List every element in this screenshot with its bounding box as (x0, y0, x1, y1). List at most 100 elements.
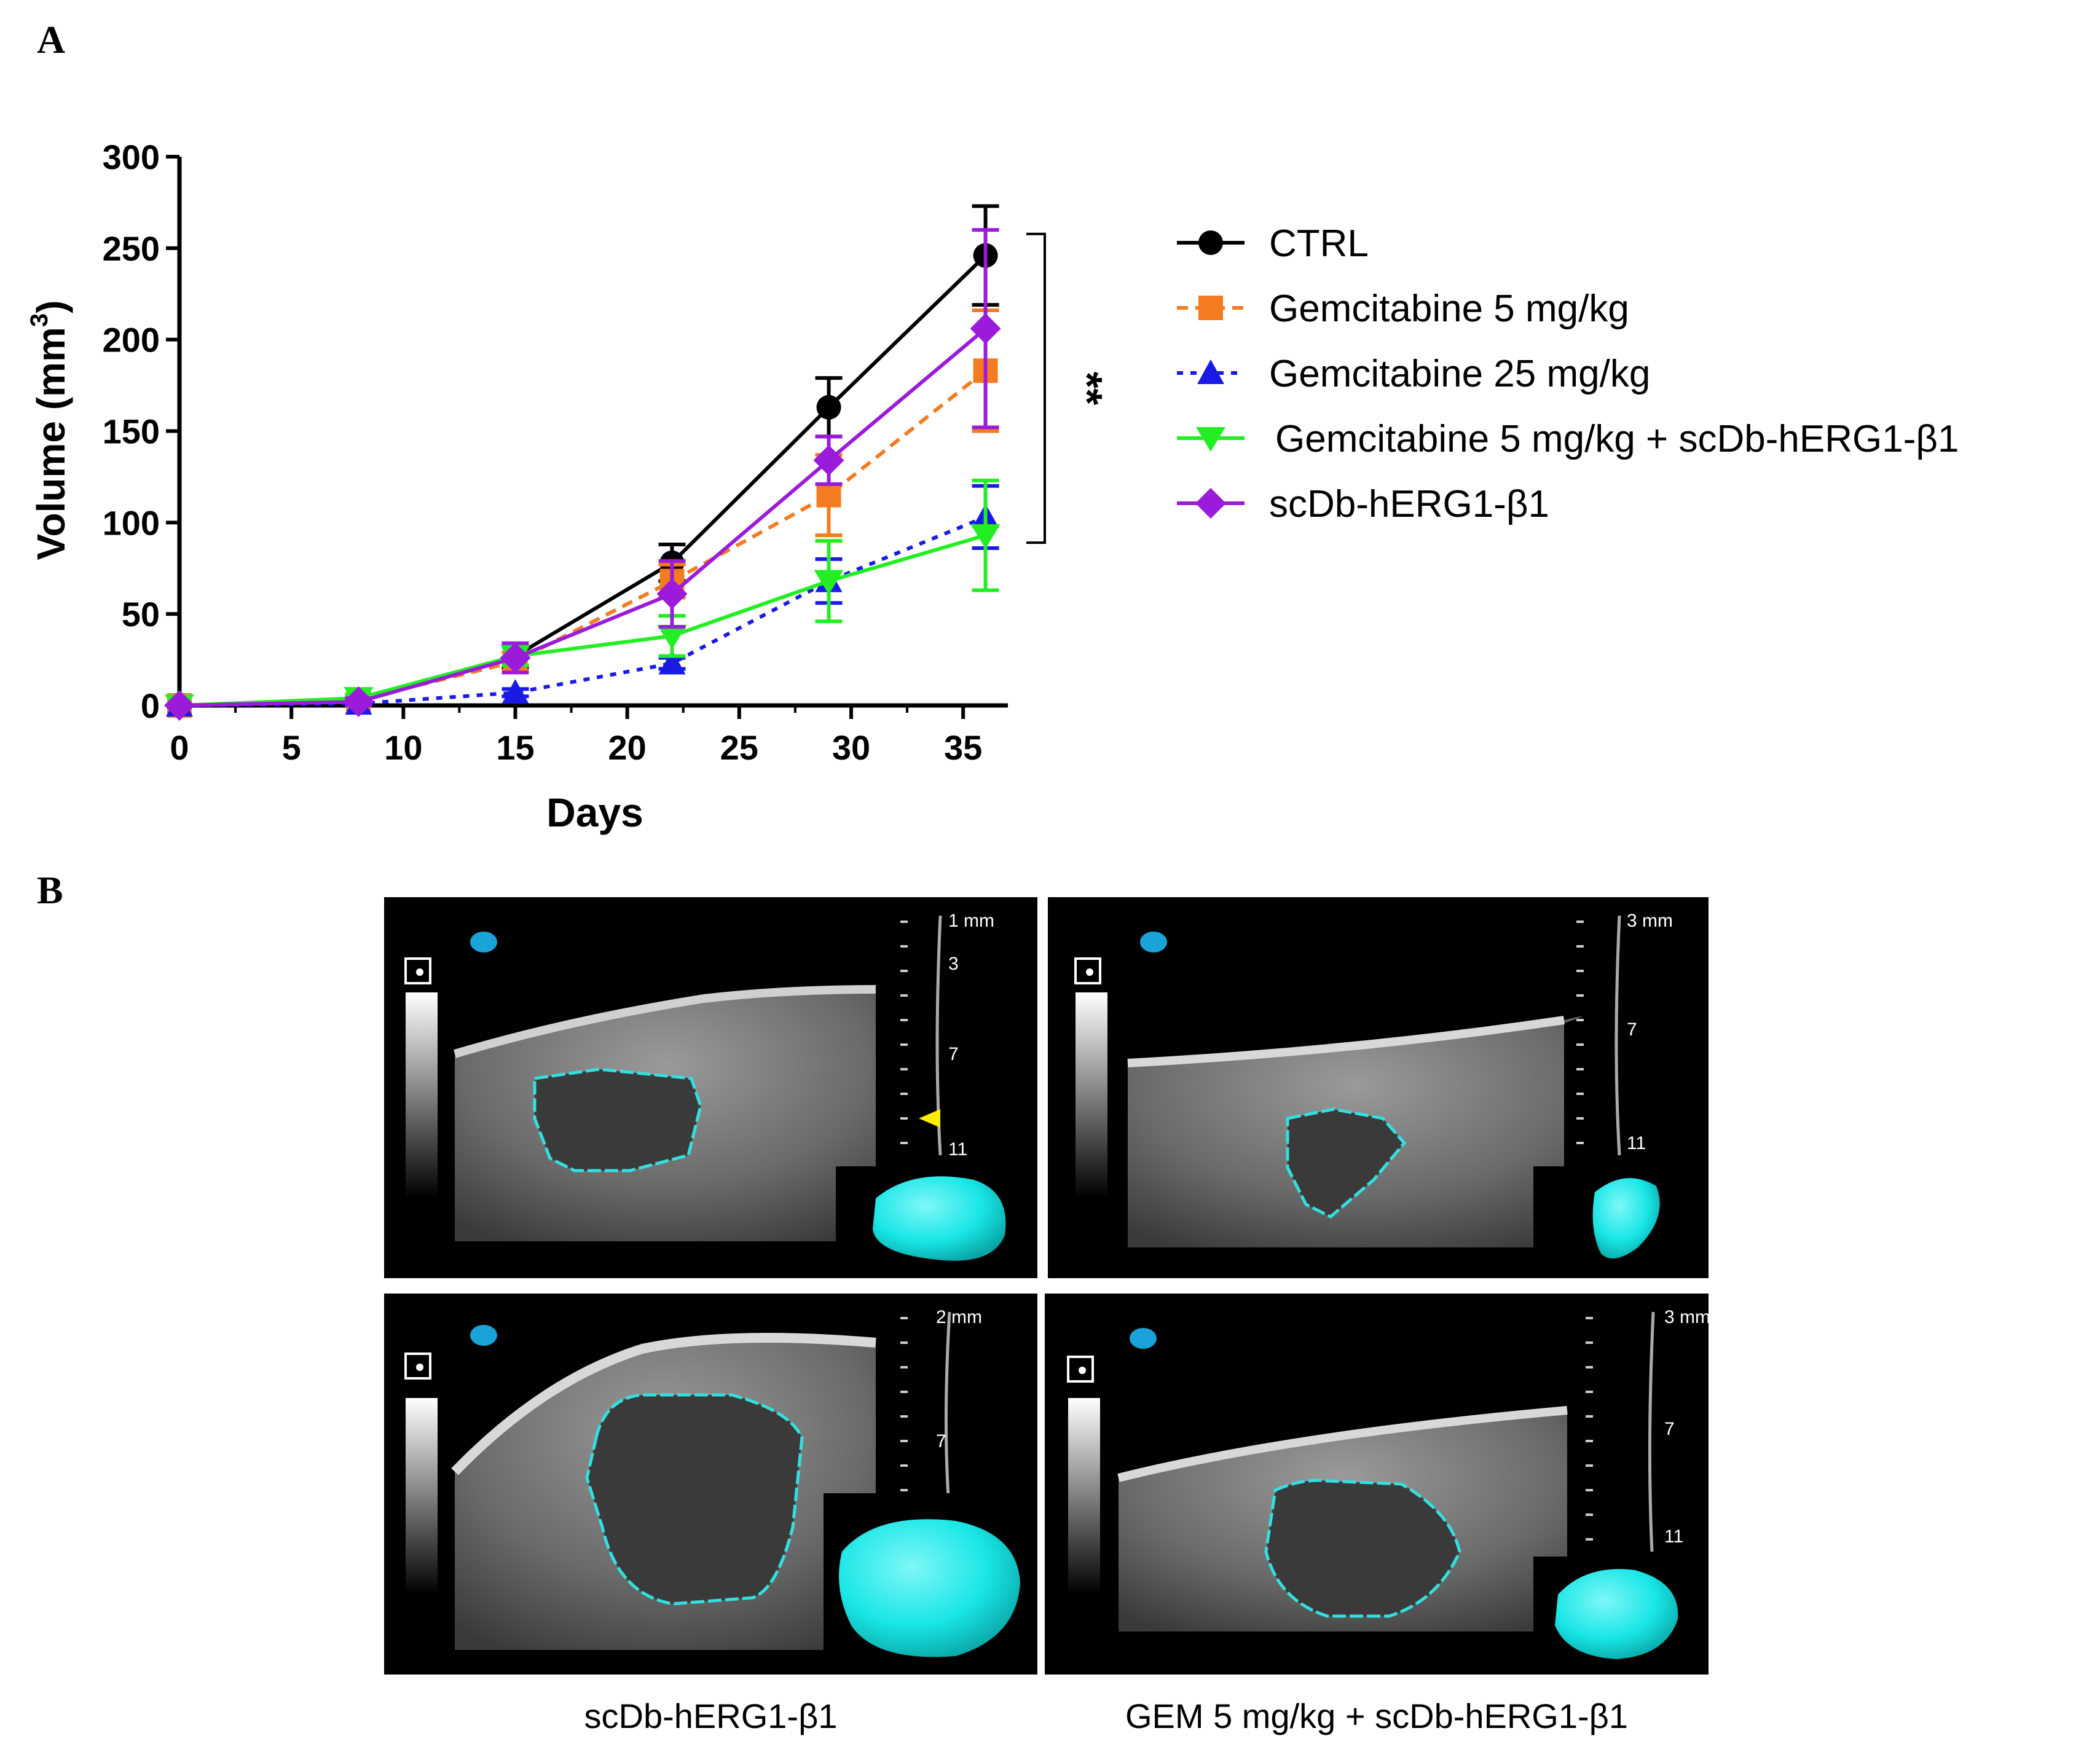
tumor-3d-model (1555, 1569, 1678, 1659)
x-tick-label: 10 (384, 728, 422, 767)
legend-label: Gemcitabine 25 mg/kg (1269, 353, 1650, 395)
grayscale-bar (406, 1398, 438, 1595)
significance-bracket (1026, 232, 1046, 544)
depth-label: 11 (1627, 1133, 1646, 1153)
grayscale-bar (1076, 992, 1107, 1198)
focus-marker-icon (919, 1109, 940, 1128)
tumor-3d-model (873, 1176, 1006, 1261)
data-point (816, 395, 841, 420)
tumor-outline (1264, 1478, 1461, 1618)
tumor-outline (585, 1393, 804, 1606)
depth-label: 11 (948, 1139, 967, 1160)
legend-label: Gemcitabine 5 mg/kg (1269, 288, 1629, 330)
depth-scale (1576, 921, 1584, 1144)
y-tick-label: 200 (103, 321, 160, 359)
series-line (179, 515, 986, 707)
chart-legend: CTRL Gemcitabine 5 mg/kg Gemcitabine 25 mg… (1177, 222, 1959, 525)
legend-label: CTRL (1269, 222, 1369, 265)
x-tick-label: 20 (608, 728, 647, 767)
view-icon (404, 957, 431, 984)
data-point (656, 578, 688, 610)
ultrasound-panel-3: 2 mm 7 (384, 1294, 1037, 1675)
series-line (179, 327, 987, 707)
significance-stars: ** (1063, 372, 1111, 406)
x-tick-label: 30 (832, 728, 870, 767)
x-tick-label: 0 (170, 728, 189, 767)
tumor-outline (1286, 1107, 1407, 1219)
legend-label: scDb-hERG1-β1 (1269, 483, 1549, 525)
series-3 (165, 478, 1001, 719)
legend-marker (1198, 230, 1223, 255)
depth-scale (1586, 1317, 1593, 1541)
grayscale-bar (1068, 1398, 1100, 1595)
data-point (813, 445, 844, 476)
data-point (343, 686, 374, 718)
depth-label: 11 (1664, 1526, 1683, 1547)
chart-series (164, 204, 1001, 721)
ultrasound-panel-2: 3 mm 7 11 (1048, 897, 1709, 1278)
probe-indicator-icon (1140, 932, 1167, 952)
series-1 (167, 308, 999, 718)
legend-marker (1198, 296, 1223, 320)
tumor-3d-model (1592, 1178, 1660, 1258)
y-axis-label-close: ) (29, 300, 73, 313)
data-point (970, 524, 1001, 549)
depth-label: 3 mm (1664, 1307, 1709, 1327)
ultrasound-panel-1: 1 mm 3 7 11 (384, 897, 1037, 1278)
depth-label: 1 mm (948, 911, 994, 931)
y-tick-label: 300 (103, 138, 160, 176)
series-4 (164, 228, 1001, 721)
data-point (814, 570, 844, 595)
caption-scdb: scDb-hERG1-β1 (584, 1697, 838, 1735)
panel-label-a: A (37, 18, 66, 61)
depth-scale (900, 1317, 908, 1491)
data-point (816, 482, 841, 508)
data-point (658, 650, 686, 675)
view-icon (404, 1353, 431, 1380)
data-point (657, 624, 687, 650)
series-0 (167, 204, 999, 718)
depth-label: 7 (1627, 1019, 1637, 1040)
tumor-3d-model (839, 1519, 1020, 1657)
x-tick-label: 25 (720, 728, 758, 767)
y-tick-label: 100 (103, 503, 160, 542)
y-tick-label: 250 (103, 229, 160, 268)
y-axis-label-main: Volume (mm (29, 327, 73, 560)
depth-label: 7 (1664, 1419, 1675, 1439)
depth-label: 2 mm (936, 1307, 982, 1327)
chart-axes: 0 50 100 150 200 250 300 0 5 10 15 20 25 30 35 (103, 138, 1008, 767)
series-line (179, 533, 986, 707)
panel-label-b: B (37, 868, 63, 912)
data-point (970, 313, 1001, 344)
x-axis-label: Days (546, 790, 643, 835)
y-tick-label: 150 (103, 412, 160, 451)
legend-label: Gemcitabine 5 mg/kg + scDb-hERG1-β1 (1275, 418, 1959, 460)
x-tick-label: 15 (496, 728, 534, 767)
growth-chart: 0 50 100 150 200 250 300 0 5 10 15 20 25 30 35 CTRL Gem… (26, 138, 1959, 835)
legend-marker (1197, 359, 1224, 384)
grayscale-bar (406, 992, 438, 1198)
series-2 (166, 484, 999, 717)
series-line (179, 254, 987, 707)
depth-label: 7 (948, 1044, 959, 1064)
view-icon (1067, 1356, 1094, 1383)
data-point (500, 642, 531, 673)
legend-marker (1196, 427, 1225, 452)
probe-indicator-icon (1130, 1328, 1157, 1349)
data-point (164, 690, 195, 721)
depth-label: 3 mm (1627, 911, 1673, 931)
legend-marker (1195, 488, 1226, 519)
depth-scale (900, 921, 908, 1144)
y-tick-label: 50 (122, 595, 160, 634)
ultrasound-panel-4: 3 mm 7 11 (1045, 1294, 1709, 1675)
tumor-outline (533, 1067, 702, 1172)
probe-indicator-icon (470, 1325, 497, 1346)
significance-annotation: ** (1026, 232, 1111, 544)
x-tick-label: 35 (944, 728, 982, 767)
y-axis-label: Volume (mm3) (26, 300, 73, 560)
x-tick-label: 5 (282, 728, 301, 767)
data-point (501, 679, 529, 704)
caption-gem-scdb: GEM 5 mg/kg + scDb-hERG1-β1 (1125, 1697, 1628, 1735)
view-icon (1074, 957, 1101, 984)
depth-label: 7 (936, 1431, 946, 1451)
